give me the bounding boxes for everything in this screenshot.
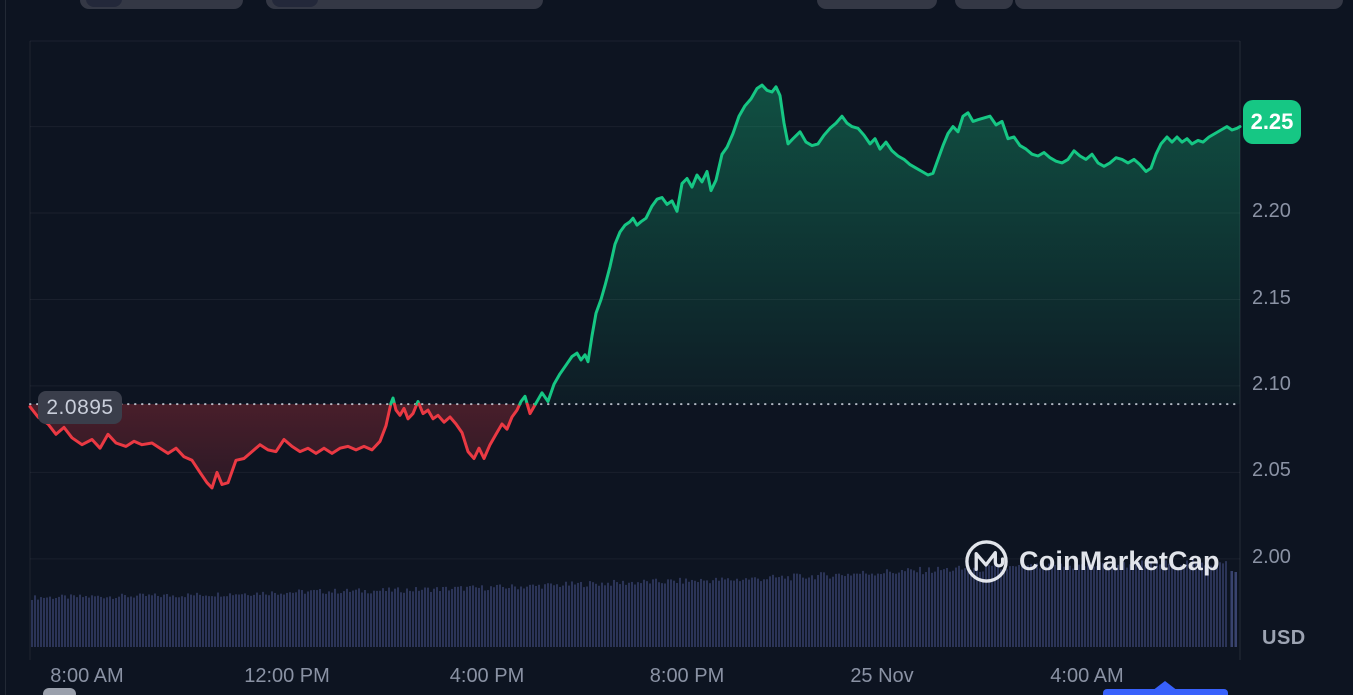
coinmarketcap-wordmark: CoinMarketCap (1019, 546, 1220, 576)
scrollbar-left-fragment[interactable] (43, 688, 76, 695)
toolbar-button-group-2[interactable] (266, 0, 543, 9)
y-axis-label-2-20: 2.20 (1252, 200, 1291, 222)
toolbar-button-group-3[interactable] (817, 0, 937, 9)
toolbar-button-group-5[interactable] (1015, 0, 1343, 9)
range-scroller-arrow-icon[interactable] (1152, 681, 1178, 691)
current-price-badge: 2.25 (1243, 100, 1301, 144)
coinmarketcap-logo-icon (965, 540, 1008, 583)
watermark: CoinMarketCap (963, 538, 1220, 585)
y-axis-label-2-05: 2.05 (1252, 459, 1291, 481)
y-axis-label-2-00: 2.00 (1252, 546, 1291, 568)
toolbar-button-group-4[interactable] (955, 0, 1013, 9)
x-axis-label-8pm: 8:00 PM (649, 665, 725, 687)
x-axis-label-4am: 4:00 AM (1050, 665, 1124, 687)
screen-left-border (5, 0, 6, 695)
toolbar-button-group-1[interactable] (80, 0, 243, 9)
reference-price-pill: 2.0895 (38, 391, 122, 424)
x-axis-label-12pm: 12:00 PM (244, 665, 330, 687)
current-price-value: 2.25 (1250, 109, 1294, 134)
toolbar-selected-segment-2[interactable] (272, 0, 318, 7)
y-axis-unit-label: USD (1262, 627, 1306, 649)
reference-price-value: 2.0895 (46, 395, 114, 419)
y-axis-label-2-15: 2.15 (1252, 287, 1291, 309)
x-axis-label-25nov: 25 Nov (850, 665, 914, 687)
y-axis-label-2-10: 2.10 (1252, 373, 1291, 395)
x-axis-label-8am: 8:00 AM (50, 665, 124, 687)
x-axis-label-4pm: 4:00 PM (449, 665, 525, 687)
range-scroller-handle[interactable] (1103, 689, 1228, 695)
toolbar-selected-segment-1[interactable] (86, 0, 122, 7)
